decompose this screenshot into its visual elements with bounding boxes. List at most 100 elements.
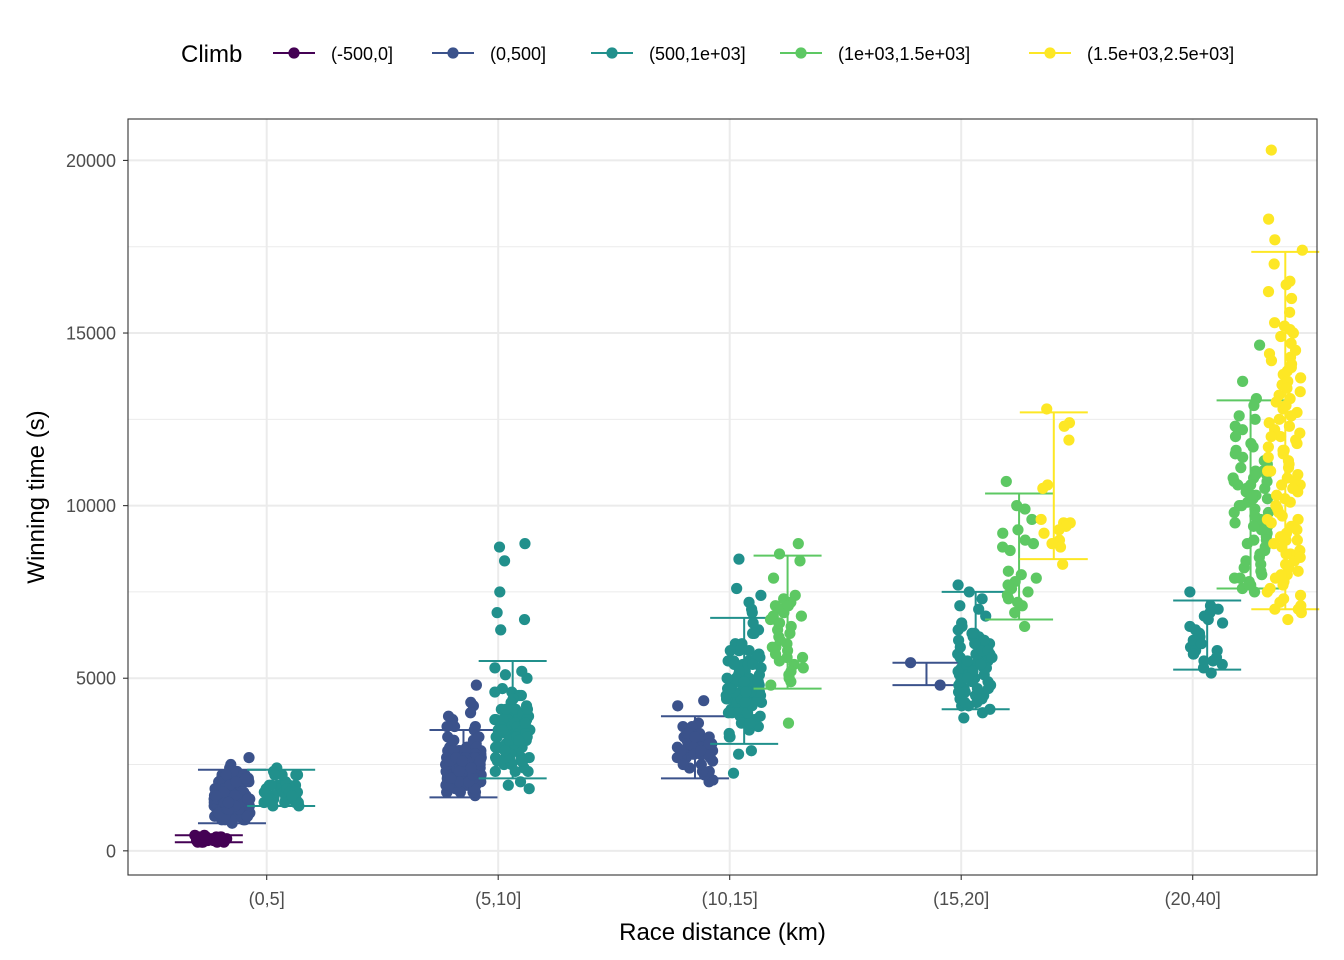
data-point — [728, 658, 740, 671]
panel-border — [127, 118, 1318, 876]
data-point — [514, 776, 527, 788]
data-point — [243, 752, 255, 764]
data-point — [966, 627, 978, 639]
data-point — [755, 662, 767, 674]
y-tick-label: 0 — [106, 841, 116, 861]
data-point — [672, 700, 684, 712]
data-point — [1284, 306, 1296, 318]
data-point — [747, 658, 759, 671]
data-point — [792, 538, 804, 550]
data-point — [513, 734, 525, 746]
data-point — [1261, 493, 1274, 505]
data-point — [1262, 441, 1274, 453]
data-point — [744, 717, 756, 729]
data-point — [1270, 500, 1282, 512]
data-point — [1292, 565, 1304, 577]
y-axis: 0 5000 10000 15000 20000 — [66, 151, 128, 861]
data-point — [971, 682, 984, 695]
data-point — [1233, 410, 1245, 422]
data-point — [453, 765, 466, 778]
data-point — [1274, 531, 1287, 543]
data-point — [1274, 430, 1287, 443]
data-point — [1262, 213, 1275, 225]
data-point — [445, 772, 457, 784]
data-point — [1285, 361, 1297, 374]
series-group — [710, 553, 779, 779]
data-point — [269, 769, 281, 781]
data-point — [732, 748, 745, 760]
data-point — [1280, 279, 1292, 291]
data-point — [1240, 555, 1252, 567]
data-point — [509, 765, 521, 778]
legend-key-point — [795, 47, 807, 59]
data-point — [198, 829, 210, 841]
data-point — [1035, 513, 1047, 526]
data-point — [1253, 339, 1266, 351]
legend-key-point — [288, 47, 300, 59]
data-point — [1041, 403, 1053, 415]
data-point — [1235, 462, 1247, 474]
data-point — [441, 720, 453, 733]
data-point — [767, 572, 780, 584]
data-point — [721, 672, 733, 684]
data-point — [956, 617, 968, 629]
data-point — [731, 582, 743, 595]
series-group — [478, 538, 547, 795]
data-point — [1262, 286, 1275, 298]
data-point — [766, 641, 778, 653]
data-point — [500, 703, 512, 715]
data-point — [1294, 386, 1306, 398]
data-point — [470, 679, 482, 691]
data-point — [954, 600, 966, 612]
legend-entry-label: (1.5e+03,2.5e+03] — [1087, 44, 1234, 64]
data-point — [230, 776, 242, 788]
data-point — [1265, 355, 1278, 367]
data-point — [523, 783, 535, 795]
data-point — [774, 634, 786, 646]
data-point — [1026, 513, 1038, 526]
legend-key-point — [1044, 47, 1056, 59]
data-point — [738, 676, 750, 688]
data-point — [1002, 579, 1014, 591]
legend-entry-label: (-500,0] — [331, 44, 393, 64]
data-point — [1001, 589, 1013, 601]
data-point — [689, 731, 701, 743]
data-point — [735, 717, 748, 729]
data-point — [1189, 624, 1202, 636]
data-point — [1284, 323, 1296, 336]
data-point — [1277, 444, 1289, 456]
data-point — [733, 553, 745, 565]
data-point — [465, 762, 477, 774]
series-group — [174, 829, 243, 848]
data-point — [963, 586, 975, 598]
data-point — [1294, 551, 1306, 564]
x-tick-label: (5,10] — [475, 889, 521, 909]
data-point — [747, 617, 759, 629]
data-point — [754, 710, 766, 722]
data-point — [1291, 534, 1303, 546]
data-point — [727, 767, 740, 779]
data-point — [739, 696, 751, 708]
data-point — [1283, 420, 1296, 432]
data-point — [1296, 244, 1308, 256]
series-group — [941, 579, 1010, 724]
data-point — [1063, 434, 1075, 446]
data-point — [1295, 372, 1307, 384]
data-point — [1038, 527, 1050, 539]
data-point — [723, 727, 735, 740]
data-point — [1037, 482, 1049, 494]
data-point — [1216, 617, 1229, 629]
data-point — [1243, 579, 1255, 591]
data-point — [489, 662, 501, 674]
grid — [128, 119, 1317, 875]
data-point — [976, 593, 988, 605]
data-point — [1276, 510, 1288, 522]
data-point — [765, 679, 777, 691]
series-group — [892, 657, 961, 691]
data-point — [733, 645, 745, 657]
data-point — [1022, 586, 1034, 598]
data-point — [1046, 538, 1058, 550]
data-point — [961, 655, 974, 667]
data-point — [1273, 413, 1285, 425]
data-point — [1282, 455, 1295, 467]
